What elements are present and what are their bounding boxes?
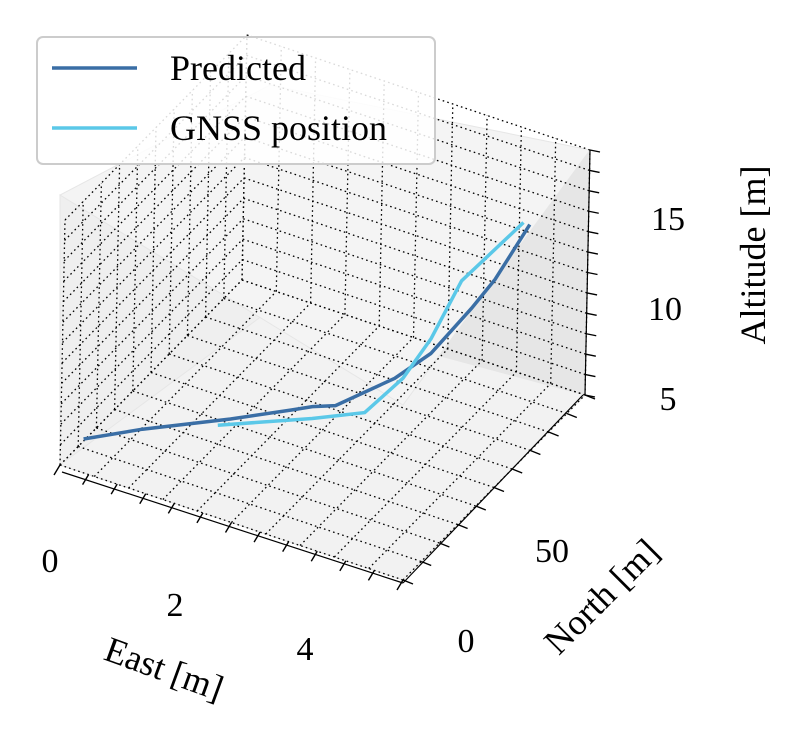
altitude-tick [589, 169, 600, 174]
altitude-tick [585, 373, 596, 378]
north-tick [530, 449, 541, 456]
east-tick [139, 493, 147, 505]
altitude-tick [585, 353, 596, 357]
series-line-predicted [83, 223, 532, 441]
altitude-tick [587, 271, 598, 276]
east-axis-label: East [m] [99, 629, 228, 709]
east-tick-label: 2 [167, 587, 184, 624]
floor-grid-line [368, 383, 552, 569]
north-tick [511, 468, 523, 474]
altitude-tick [586, 292, 598, 296]
series-layer [83, 221, 532, 441]
altitude-tick-label: 10 [648, 291, 682, 328]
north-tick-label: 50 [535, 533, 569, 570]
floor-grid-line [93, 291, 277, 477]
altitude-tick [584, 394, 596, 398]
north-tick [402, 579, 414, 585]
east-tick [367, 570, 376, 581]
altitude-axis-label: Altitude [m] [733, 166, 773, 345]
east-tick [282, 541, 290, 553]
east-tick [196, 512, 204, 524]
side-grid-line [61, 197, 245, 384]
floor-grid-line [231, 337, 414, 523]
east-tick [53, 464, 61, 476]
side-grid-line [60, 218, 244, 405]
tick-labels: 0 2 4 0 50 5 10 15 [42, 201, 686, 668]
floor-grid-line [299, 360, 483, 546]
altitude-tick [589, 149, 601, 153]
side-grid-line [60, 238, 244, 425]
altitude-tick-label: 15 [651, 201, 685, 238]
north-tick [566, 412, 578, 419]
east-tick [396, 579, 404, 591]
altitude-tick [589, 190, 600, 194]
axis-ticks [53, 149, 601, 591]
side-grid-line [59, 259, 243, 446]
floor-grid-line [162, 314, 346, 500]
altitude-tick [588, 230, 599, 235]
east-tick-label: 4 [297, 631, 314, 668]
east-tick [310, 550, 318, 562]
legend-label-gnss: GNSS position [170, 108, 387, 148]
side-grid-line [62, 157, 245, 343]
north-tick-label: 0 [458, 623, 475, 660]
east-axis-line [61, 471, 404, 584]
east-tick [110, 483, 118, 495]
east-tick [224, 522, 233, 533]
altitude-tick-label: 5 [660, 381, 677, 418]
north-axis-line [402, 394, 584, 584]
side-grid-line [62, 136, 246, 323]
east-tick-label: 0 [42, 543, 59, 580]
north-tick [493, 486, 505, 493]
east-tick [81, 474, 90, 485]
altitude-tick [586, 312, 597, 317]
legend-label-predicted: Predicted [170, 48, 306, 88]
north-tick [420, 560, 432, 567]
side-grid-line [59, 279, 243, 466]
east-tick [339, 560, 347, 572]
east-tick [167, 502, 175, 514]
legend: Predicted GNSS position [36, 36, 436, 165]
series-line-gnss [217, 221, 525, 427]
side-grid-line [61, 177, 245, 364]
north-tick [439, 542, 450, 548]
north-tick [548, 431, 559, 437]
altitude-tick [586, 333, 597, 337]
altitude-tick [587, 251, 599, 255]
east-tick [253, 531, 261, 543]
north-tick [457, 523, 468, 530]
altitude-tick [588, 210, 599, 214]
north-tick [475, 505, 487, 511]
